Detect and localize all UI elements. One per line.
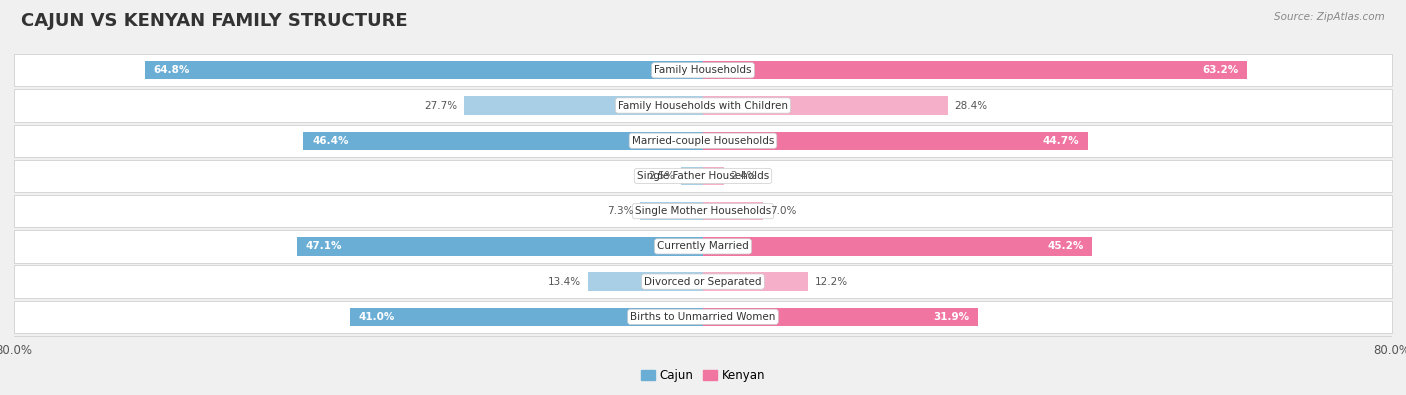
Text: 31.9%: 31.9% [934,312,969,322]
Text: 2.5%: 2.5% [648,171,675,181]
Bar [298,237,703,256]
Text: Family Households with Children: Family Households with Children [619,100,787,111]
Text: 64.8%: 64.8% [153,65,190,75]
Text: 12.2%: 12.2% [815,276,848,287]
Text: 27.7%: 27.7% [425,100,457,111]
Text: 44.7%: 44.7% [1043,136,1080,146]
Bar [14,195,1392,228]
Text: Family Households: Family Households [654,65,752,75]
Text: 46.4%: 46.4% [312,136,349,146]
Bar [304,132,703,150]
Bar [14,54,1392,87]
Text: Births to Unmarried Women: Births to Unmarried Women [630,312,776,322]
Bar [682,167,703,185]
Text: 13.4%: 13.4% [547,276,581,287]
Bar [703,273,808,291]
Legend: Cajun, Kenyan: Cajun, Kenyan [636,364,770,386]
Text: 7.0%: 7.0% [770,206,797,216]
Bar [464,96,703,115]
Text: Single Father Households: Single Father Households [637,171,769,181]
Text: Currently Married: Currently Married [657,241,749,251]
Text: 45.2%: 45.2% [1047,241,1084,251]
Text: 41.0%: 41.0% [359,312,395,322]
Text: CAJUN VS KENYAN FAMILY STRUCTURE: CAJUN VS KENYAN FAMILY STRUCTURE [21,12,408,30]
Bar [14,301,1392,333]
Bar [703,96,948,115]
Bar [703,202,763,220]
Bar [703,132,1088,150]
Text: 7.3%: 7.3% [607,206,633,216]
Text: 47.1%: 47.1% [307,241,343,251]
Bar [588,273,703,291]
Bar [14,160,1392,192]
Text: 2.4%: 2.4% [731,171,756,181]
Text: Married-couple Households: Married-couple Households [631,136,775,146]
Text: Single Mother Households: Single Mother Households [636,206,770,216]
Bar [640,202,703,220]
Text: 63.2%: 63.2% [1202,65,1239,75]
Bar [703,237,1092,256]
Bar [350,308,703,326]
Text: Divorced or Separated: Divorced or Separated [644,276,762,287]
Bar [14,265,1392,298]
Bar [703,167,724,185]
Bar [14,124,1392,157]
Bar [703,61,1247,79]
Bar [14,230,1392,263]
Bar [14,89,1392,122]
Bar [145,61,703,79]
Text: Source: ZipAtlas.com: Source: ZipAtlas.com [1274,12,1385,22]
Bar [703,308,977,326]
Text: 28.4%: 28.4% [955,100,987,111]
